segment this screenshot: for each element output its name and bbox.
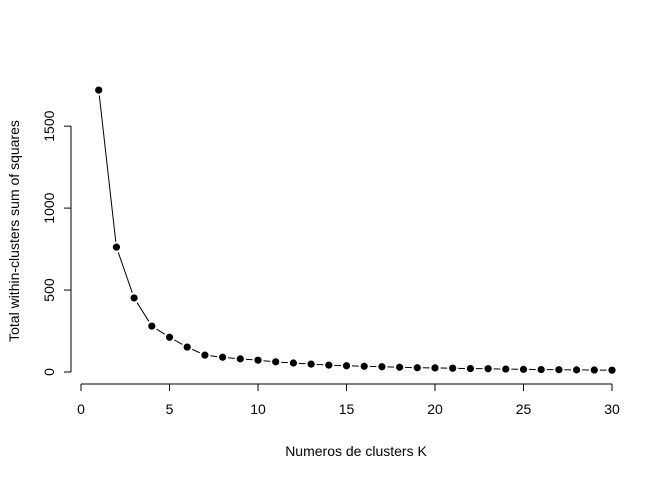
x-tick-label: 10 <box>250 401 266 417</box>
data-point <box>573 366 581 374</box>
series-segment <box>156 328 166 335</box>
x-axis-title: Numeros de clusters K <box>285 443 427 459</box>
data-point <box>449 364 457 372</box>
data-point <box>289 359 297 367</box>
data-point <box>413 364 421 372</box>
data-point <box>325 361 333 369</box>
y-tick-label: 1500 <box>41 110 57 141</box>
data-point <box>466 364 474 373</box>
data-point <box>608 366 616 374</box>
data-point <box>201 351 209 359</box>
series-segment <box>136 302 150 322</box>
data-point <box>431 364 439 372</box>
series-points <box>95 86 616 374</box>
series-segment <box>174 339 183 345</box>
data-point <box>396 363 404 371</box>
y-tick-label: 0 <box>41 368 57 376</box>
y-axis: 0 500 1000 1500 <box>41 110 72 376</box>
series-segment <box>228 357 235 359</box>
data-point <box>183 343 191 351</box>
data-point <box>236 355 244 363</box>
x-tick-label: 5 <box>166 401 174 417</box>
series-segment <box>98 95 117 242</box>
x-tick-label: 30 <box>604 401 620 417</box>
x-axis: 0 5 10 15 20 25 30 <box>77 383 620 417</box>
data-point <box>219 353 227 361</box>
data-point <box>537 365 545 374</box>
data-point <box>502 365 510 373</box>
data-point <box>555 366 563 374</box>
series-segment <box>117 252 133 293</box>
x-tick-label: 15 <box>339 401 355 417</box>
data-point <box>112 243 120 251</box>
y-tick-label: 500 <box>41 278 57 302</box>
data-point <box>148 322 156 330</box>
series-segment <box>192 348 201 354</box>
data-point <box>254 356 262 364</box>
data-point <box>95 86 103 94</box>
x-tick-label: 20 <box>427 401 443 417</box>
data-point <box>165 333 174 341</box>
data-point <box>519 365 528 373</box>
data-point <box>130 294 138 302</box>
x-tick-label: 0 <box>77 401 85 417</box>
y-tick-label: 1000 <box>41 192 57 223</box>
data-point <box>378 363 386 371</box>
y-axis-title: Total within-clusters sum of squares <box>6 120 22 342</box>
x-tick-label: 25 <box>516 401 532 417</box>
data-point <box>360 362 368 370</box>
data-point <box>590 366 598 374</box>
series-segment <box>263 360 271 362</box>
data-point <box>342 362 351 370</box>
data-point <box>307 360 315 368</box>
series-line <box>98 95 607 371</box>
data-point <box>272 358 280 366</box>
data-point <box>484 365 492 373</box>
series-segment <box>210 355 218 358</box>
